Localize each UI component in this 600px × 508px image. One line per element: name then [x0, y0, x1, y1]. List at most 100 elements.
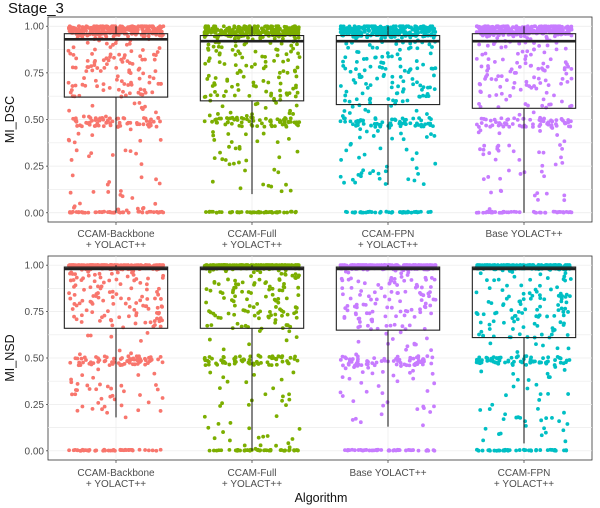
jitter-point	[79, 320, 84, 324]
jitter-point	[526, 103, 530, 108]
jitter-point	[82, 76, 86, 80]
jitter-point	[395, 52, 400, 57]
jitter-point	[360, 370, 365, 374]
jitter-point	[356, 357, 360, 362]
jitter-point	[237, 210, 242, 215]
jitter-point	[542, 174, 547, 179]
jitter-point	[538, 392, 543, 397]
jitter-point	[373, 124, 378, 129]
jitter-point	[541, 150, 546, 155]
jitter-point	[488, 341, 493, 346]
jitter-point	[77, 352, 82, 357]
jitter-point	[487, 407, 492, 411]
jitter-point	[236, 36, 241, 40]
jitter-point	[100, 116, 105, 120]
jitter-point	[281, 30, 286, 35]
jitter-point	[424, 28, 428, 33]
jitter-point	[359, 448, 364, 453]
jitter-point	[108, 317, 113, 322]
jitter-point	[138, 87, 143, 92]
jitter-point	[415, 80, 419, 85]
jitter-point	[278, 307, 282, 312]
jitter-point	[143, 90, 148, 95]
jitter-point	[371, 134, 376, 138]
jitter-point	[203, 94, 208, 99]
jitter-point	[105, 24, 110, 29]
jitter-point	[247, 304, 252, 308]
jitter-point	[91, 375, 96, 380]
jitter-point	[481, 333, 486, 338]
jitter-point	[489, 190, 493, 195]
jitter-point	[98, 275, 103, 280]
jitter-point	[229, 140, 234, 144]
jitter-point	[239, 124, 244, 129]
jitter-point	[354, 123, 358, 128]
jitter-point	[392, 322, 397, 327]
jitter-point	[343, 306, 348, 311]
jitter-point	[373, 116, 378, 121]
jitter-point	[418, 291, 422, 295]
jitter-point	[566, 392, 571, 396]
jitter-point	[544, 191, 549, 196]
jitter-point	[89, 151, 94, 156]
jitter-point	[502, 320, 506, 325]
jitter-point	[344, 41, 349, 46]
jitter-point	[355, 118, 360, 123]
jitter-point	[133, 321, 138, 326]
iqr-box	[63, 266, 169, 329]
jitter-point	[553, 162, 558, 167]
jitter-point	[491, 355, 496, 360]
jitter-point	[358, 118, 363, 122]
jitter-point	[406, 177, 411, 182]
jitter-point	[242, 448, 247, 453]
jitter-point	[155, 50, 160, 54]
jitter-point	[112, 29, 117, 34]
jitter-point	[399, 364, 403, 368]
jitter-point	[517, 112, 522, 117]
jitter-point	[379, 286, 384, 290]
jitter-point	[492, 60, 497, 64]
jitter-point	[559, 117, 564, 122]
jitter-point	[504, 29, 509, 33]
jitter-point	[295, 149, 300, 154]
jitter-point	[378, 24, 383, 29]
x-tick-label-line: + YOLACT++	[494, 479, 554, 490]
jitter-point	[359, 174, 363, 179]
jitter-point	[388, 26, 393, 31]
jitter-point	[374, 28, 379, 33]
jitter-point	[414, 151, 419, 156]
jitter-point	[132, 357, 137, 362]
jitter-point	[271, 386, 276, 391]
jitter-point	[431, 66, 435, 71]
jitter-point	[280, 354, 285, 359]
jitter-point	[71, 52, 76, 57]
jitter-point	[285, 312, 290, 317]
jitter-point	[566, 346, 571, 351]
jitter-point	[93, 210, 98, 215]
jitter-point	[495, 36, 500, 40]
jitter-point	[90, 310, 95, 315]
jitter-point	[294, 74, 299, 79]
jitter-point	[275, 53, 280, 58]
jitter-point	[387, 297, 392, 302]
jitter-point	[84, 120, 89, 125]
jitter-point	[564, 292, 569, 297]
jitter-point	[159, 81, 163, 86]
jitter-point	[236, 27, 241, 32]
jitter-point	[379, 412, 384, 417]
jitter-point	[414, 342, 418, 347]
x-tick-label-line: CCAM-Backbone	[77, 229, 155, 240]
jitter-point	[140, 107, 145, 111]
jitter-point	[367, 97, 372, 102]
jitter-point	[386, 54, 391, 59]
jitter-point	[484, 123, 489, 128]
jitter-point	[256, 362, 261, 366]
jitter-point	[150, 448, 155, 453]
jitter-point	[259, 121, 264, 126]
jitter-point	[482, 27, 487, 31]
jitter-point	[238, 354, 242, 359]
jitter-point	[548, 102, 553, 107]
jitter-point	[481, 177, 486, 182]
jitter-point	[150, 90, 155, 95]
jitter-point	[535, 26, 540, 31]
